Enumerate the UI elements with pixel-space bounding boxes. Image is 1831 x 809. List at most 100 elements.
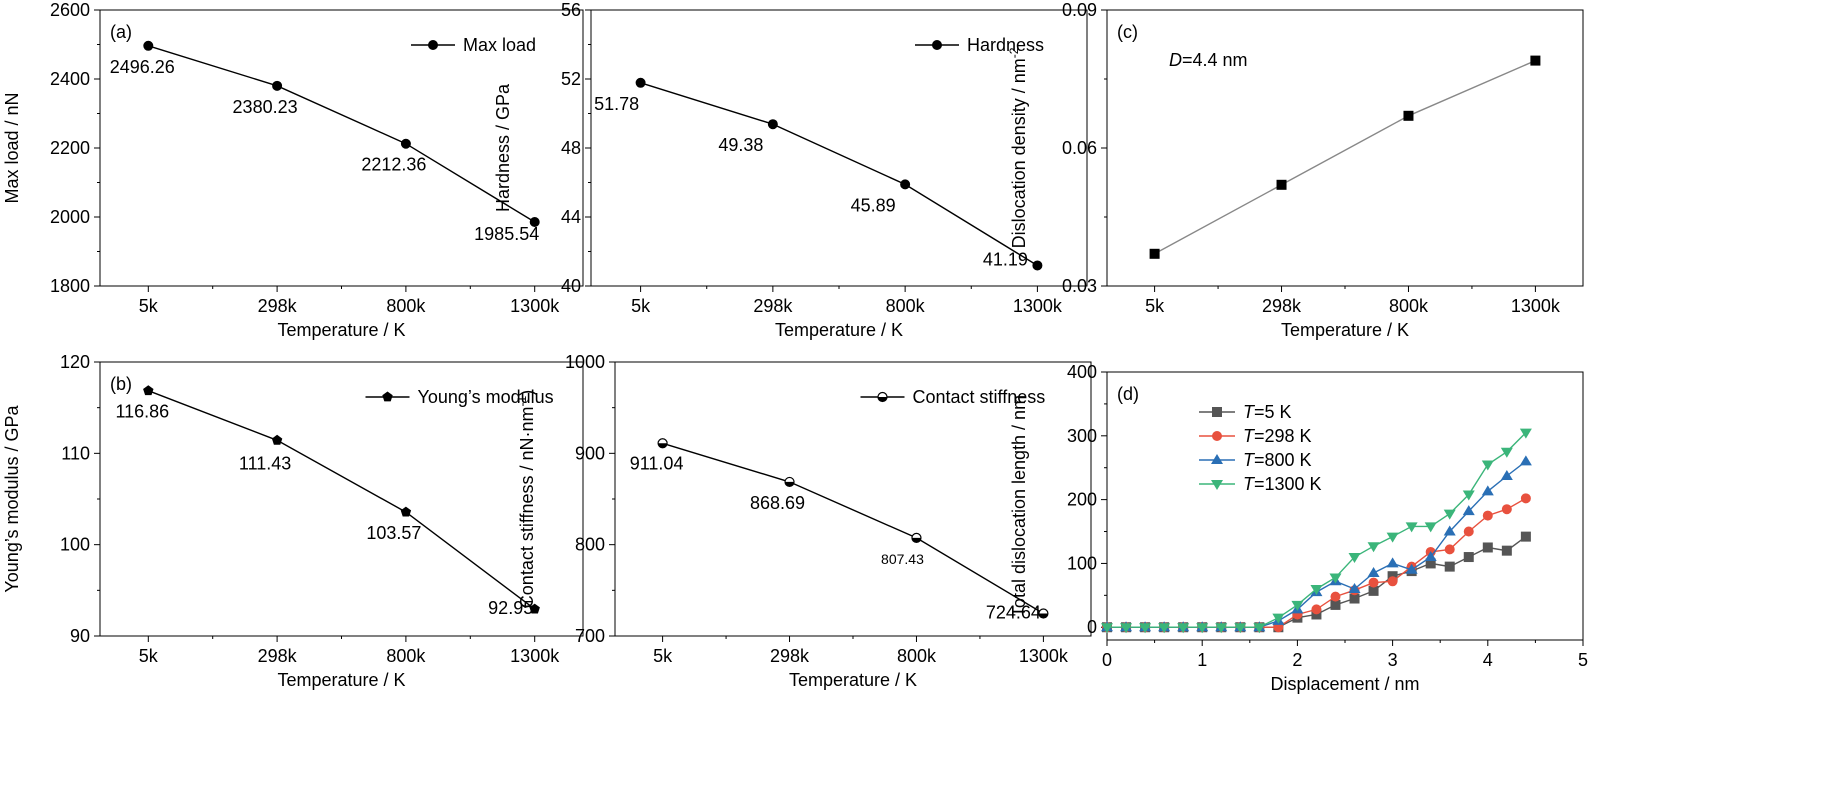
data-point [1367,567,1380,577]
legend-label: T=800 K [1243,450,1312,470]
data-point [1032,260,1043,271]
data-label: 2380.23 [233,97,298,117]
x-tick-label: 5k [631,296,651,316]
data-point [1520,493,1531,504]
data-point [1482,542,1493,553]
data-point [635,77,646,88]
legend: Hardness [915,35,1044,55]
y-tick-label: 1800 [50,276,90,296]
data-point [1500,447,1513,458]
data-point [657,438,668,449]
legend-label: T=298 K [1243,426,1312,446]
legend-label: T=1300 K [1243,474,1322,494]
data-point [1311,609,1322,620]
series-1 [635,77,1043,271]
data-label: 868.69 [750,493,805,513]
data-point [784,476,795,488]
marker-fill [785,481,795,487]
panel-label: (b) [110,374,132,394]
y-tick-label: 0.06 [1062,138,1097,158]
series-line [662,442,1044,615]
data-point [1367,542,1380,553]
x-tick-label: 298k [770,646,810,666]
data-point [1405,522,1418,533]
data-point [1405,563,1418,574]
legend-label: Max load [463,35,536,55]
y-tick-label: 0.09 [1062,0,1097,20]
series-line [1107,432,1527,628]
data-point [1139,623,1152,634]
x-tick-label: 298k [258,646,298,666]
data-point [1463,552,1474,563]
series-1 [143,385,540,614]
data-point [1291,600,1304,611]
x-axis-label: Temperature / K [277,320,405,340]
data-point [1272,613,1285,624]
x-tick-label: 1300k [1511,296,1561,316]
y-tick-label: 800 [575,535,605,555]
series-4 [1101,428,1532,634]
data-point [1101,623,1113,634]
legend: Contact stiffness [860,387,1046,407]
data-point [1444,544,1455,555]
y-tick-label: 2200 [50,138,90,158]
data-point [1276,179,1287,190]
series-line [148,45,536,223]
data-point [1158,623,1171,634]
x-tick-label: 1300k [510,296,560,316]
data-label: 45.89 [851,195,896,215]
data-label: 807.43 [881,551,924,567]
data-point [1462,505,1475,516]
data-point [1520,531,1531,542]
x-axis-label: Temperature / K [789,670,917,690]
y-tick-label: 120 [60,352,90,372]
y-tick-label: 44 [561,207,581,227]
data-point [1349,593,1360,604]
legend-marker [877,391,888,403]
legend-label: Contact stiffness [913,387,1046,407]
data-point [1500,470,1513,481]
data-point [1387,571,1398,582]
chart-panel-5: 700 800 900 1000 5k 298k 800k 1300k Temperature … [515,352,1092,690]
x-axis-label: Temperature / K [1281,320,1409,340]
x-tick-label: 0 [1102,650,1112,670]
x-tick-label: 5k [1145,296,1165,316]
data-point [767,119,778,130]
x-axis-label: Temperature / K [277,670,405,690]
legend-label: Hardness [967,35,1044,55]
series-line [640,82,1038,267]
data-label: 1985.54 [474,224,539,244]
panel-label: (d) [1117,384,1139,404]
y-tick-label: 0 [1087,617,1097,637]
x-tick-label: 1300k [1019,646,1069,666]
data-label: 2212.36 [361,155,426,175]
data-point [1348,582,1361,593]
legend-label-rest: =5 K [1254,402,1292,422]
legend-marker [932,40,942,50]
y-tick-label: 40 [561,276,581,296]
series-1 [1102,531,1531,633]
x-axis-label: Displacement / nm [1270,674,1419,694]
data-point [1443,525,1456,536]
chart-panel-3: 0.03 0.06 0.09 5k 298k 800k 1300k Temperature /… [1007,0,1584,340]
data-point [1481,485,1494,496]
data-point [529,603,540,614]
data-point [400,506,412,517]
data-point [1368,585,1379,596]
data-point [1463,526,1474,537]
x-tick-label: 2 [1292,650,1302,670]
data-point [1329,573,1342,584]
legend-label: Young’s modulus [418,387,554,407]
data-point [1253,623,1266,634]
x-axis-label: Temperature / K [775,320,903,340]
x-tick-label: 1300k [1013,296,1063,316]
data-point [1196,623,1209,634]
legend-marker [1212,431,1222,441]
x-tick-label: 1300k [510,646,560,666]
y-tick-label: 100 [1067,553,1097,573]
chart-panel-2: 40 44 48 52 56 5k 298k 800k 1300k Temperature / K… [493,0,1088,340]
y-axis-label-superscript: -1 [515,395,529,406]
legend-marker [1211,454,1223,464]
y-tick-label: 900 [575,443,605,463]
marker-fill [878,397,887,402]
